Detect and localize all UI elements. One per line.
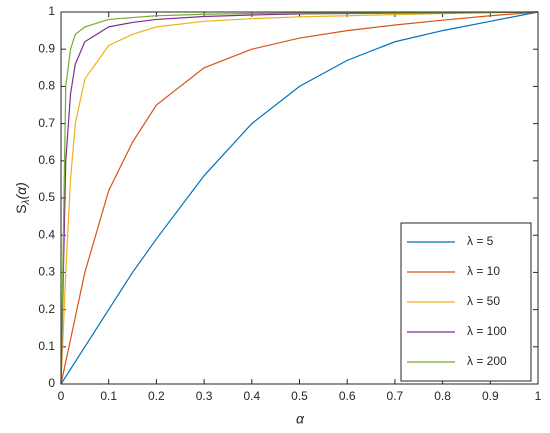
y-tick-label: 0.9: [38, 41, 55, 55]
x-tick-label: 0.4: [243, 389, 260, 403]
y-tick-label: 0.7: [38, 116, 55, 130]
y-tick-label: 0.2: [38, 302, 55, 316]
series-line: [60, 11, 539, 385]
x-tick-label: 0.8: [434, 389, 451, 403]
y-label-base: S: [13, 204, 29, 213]
x-tick-label: 0.1: [100, 389, 117, 403]
x-tick-label: 0.6: [339, 389, 356, 403]
x-tick-label: 1: [535, 389, 542, 403]
y-label-sub: λ: [21, 199, 32, 205]
y-tick-label: 0.1: [38, 339, 55, 353]
y-tick-label: 0.4: [38, 227, 55, 241]
legend-label: λ = 200: [467, 354, 507, 368]
y-label-arg: (α): [13, 182, 29, 199]
series-line: [60, 11, 539, 385]
y-axis-label: Sλ(α): [13, 182, 32, 214]
x-tick-label: 0.2: [148, 389, 165, 403]
legend-label: λ = 100: [467, 324, 507, 338]
x-tick-label: 0.5: [291, 389, 308, 403]
y-tick-label: 0: [48, 376, 55, 390]
x-tick-label: 0: [58, 389, 65, 403]
legend-label: λ = 50: [467, 294, 500, 308]
plot-frame: [60, 11, 539, 385]
series-line: [60, 11, 539, 385]
y-tick-label: 0.5: [38, 190, 55, 204]
x-tick-label: 0.9: [482, 389, 499, 403]
x-tick-label: 0.7: [387, 389, 404, 403]
legend-label: λ = 10: [467, 264, 500, 278]
x-axis-label: α: [296, 411, 305, 427]
y-tick-label: 1: [48, 4, 55, 18]
legend-label: λ = 5: [467, 234, 494, 248]
x-tick-label: 0.3: [196, 389, 213, 403]
y-tick-label: 0.6: [38, 153, 55, 167]
y-tick-label: 0.8: [38, 79, 55, 93]
series-line: [60, 11, 539, 385]
y-tick-label: 0.3: [38, 265, 55, 279]
